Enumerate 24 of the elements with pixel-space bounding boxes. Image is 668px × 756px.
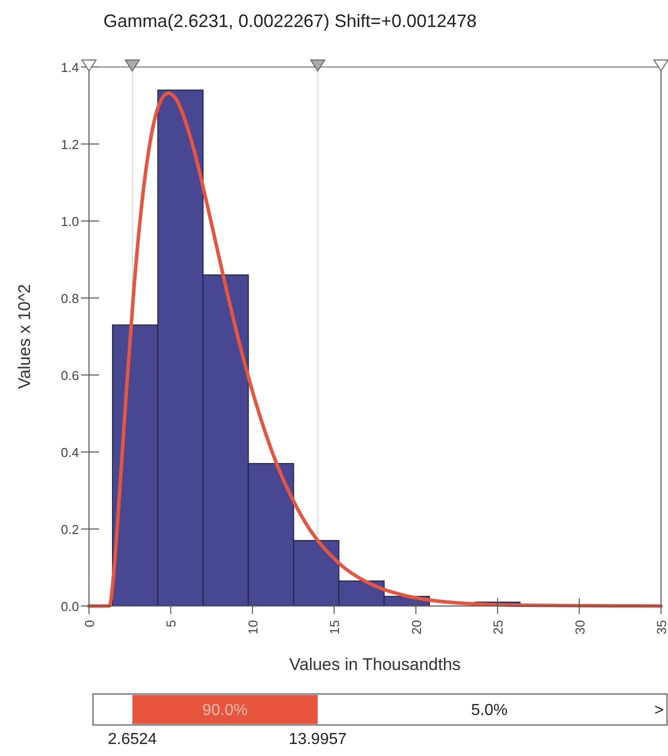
x-axis-title: Values in Thousandths bbox=[289, 655, 461, 674]
text: 13.9957 bbox=[288, 731, 347, 748]
text: 90.0% bbox=[202, 702, 248, 719]
y-axis-title: Values x 10^2 bbox=[15, 284, 34, 390]
x-tick-label: 10 bbox=[245, 620, 260, 634]
y-tick-label: 0.2 bbox=[60, 522, 79, 537]
y-tick-label: 0.4 bbox=[60, 445, 79, 460]
y-tick-label: 1.4 bbox=[60, 60, 79, 75]
text: > bbox=[654, 702, 664, 719]
x-tick-label: 20 bbox=[408, 620, 424, 634]
y-tick-label: 1.0 bbox=[60, 214, 79, 229]
text: 5.0% bbox=[471, 702, 508, 719]
y-tick-label: 0.6 bbox=[60, 368, 79, 383]
x-tick-label: 35 bbox=[654, 620, 668, 634]
x-tick-label: 30 bbox=[572, 620, 588, 634]
y-tick-label: 1.2 bbox=[60, 137, 79, 152]
x-tick-label: 25 bbox=[490, 620, 506, 634]
chart-title: Gamma(2.6231, 0.0022267) Shift=+0.0012478 bbox=[103, 11, 477, 31]
y-tick-label: 0.8 bbox=[60, 291, 79, 306]
x-tick-label: 0 bbox=[82, 620, 97, 628]
y-tick-label: 0.0 bbox=[60, 599, 79, 614]
x-tick-label: 15 bbox=[327, 620, 342, 634]
text: 2.6524 bbox=[108, 731, 157, 748]
x-tick-label: 5 bbox=[164, 620, 179, 628]
